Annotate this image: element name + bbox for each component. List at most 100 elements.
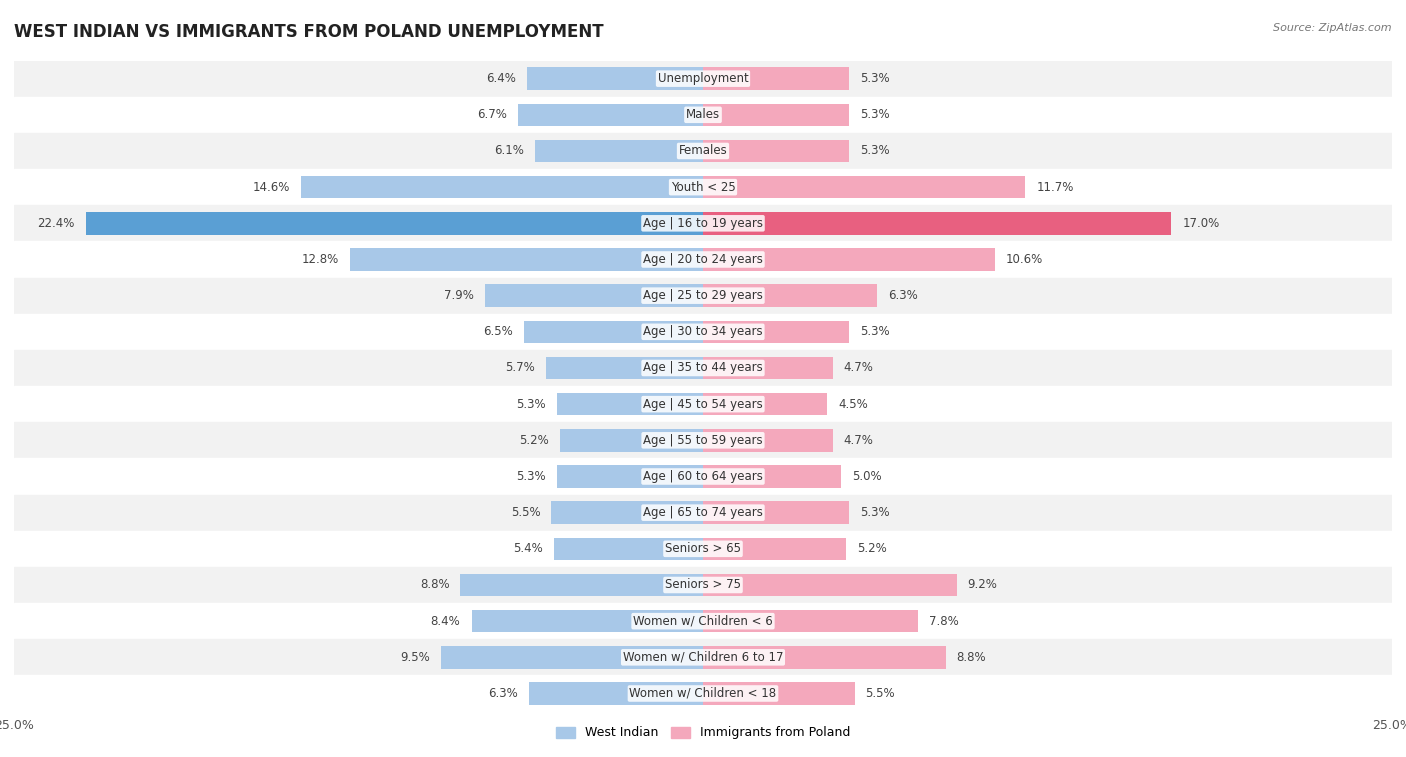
Text: 14.6%: 14.6% [252,181,290,194]
Bar [703,393,827,416]
Text: Females: Females [679,145,727,157]
Text: 4.7%: 4.7% [844,362,873,375]
Bar [14,675,1392,712]
Text: Women w/ Children 6 to 17: Women w/ Children 6 to 17 [623,651,783,664]
Text: 5.4%: 5.4% [513,542,543,556]
Bar [14,61,1392,97]
Bar [14,313,1392,350]
Bar [14,494,1392,531]
Bar [546,357,703,379]
Text: 10.6%: 10.6% [1007,253,1043,266]
Text: 12.8%: 12.8% [302,253,339,266]
Text: Unemployment: Unemployment [658,72,748,85]
Bar [703,537,846,560]
Bar [14,459,1392,494]
Bar [703,140,849,162]
Bar [703,357,832,379]
Bar [14,531,1392,567]
Text: 6.3%: 6.3% [887,289,917,302]
Bar [703,321,849,343]
Text: 7.8%: 7.8% [929,615,959,628]
Text: 22.4%: 22.4% [38,217,75,230]
Text: 17.0%: 17.0% [1182,217,1220,230]
Bar [471,610,703,632]
Bar [703,285,876,307]
Bar [14,133,1392,169]
Bar [557,393,703,416]
Text: Age | 35 to 44 years: Age | 35 to 44 years [643,362,763,375]
Bar [14,422,1392,459]
Bar [557,466,703,488]
Text: Source: ZipAtlas.com: Source: ZipAtlas.com [1274,23,1392,33]
Bar [534,140,703,162]
Text: Age | 30 to 34 years: Age | 30 to 34 years [643,326,763,338]
Bar [703,682,855,705]
Text: 5.3%: 5.3% [516,470,546,483]
Bar [703,104,849,126]
Text: 8.8%: 8.8% [956,651,986,664]
Text: Youth < 25: Youth < 25 [671,181,735,194]
Bar [14,205,1392,241]
Text: 5.3%: 5.3% [860,145,890,157]
Bar [703,466,841,488]
Text: Women w/ Children < 6: Women w/ Children < 6 [633,615,773,628]
Text: Seniors > 65: Seniors > 65 [665,542,741,556]
Text: 9.5%: 9.5% [401,651,430,664]
Bar [485,285,703,307]
Bar [554,537,703,560]
Text: 6.7%: 6.7% [478,108,508,121]
Legend: West Indian, Immigrants from Poland: West Indian, Immigrants from Poland [551,721,855,744]
Text: 6.5%: 6.5% [484,326,513,338]
Text: 11.7%: 11.7% [1036,181,1074,194]
Bar [350,248,703,271]
Bar [524,321,703,343]
Text: 6.3%: 6.3% [489,687,519,700]
Text: 5.7%: 5.7% [505,362,534,375]
Text: 5.2%: 5.2% [858,542,887,556]
Bar [14,350,1392,386]
Bar [14,278,1392,313]
Text: Age | 25 to 29 years: Age | 25 to 29 years [643,289,763,302]
Bar [703,176,1025,198]
Text: 4.5%: 4.5% [838,397,868,410]
Text: Age | 45 to 54 years: Age | 45 to 54 years [643,397,763,410]
Text: Males: Males [686,108,720,121]
Bar [703,501,849,524]
Text: 8.8%: 8.8% [420,578,450,591]
Bar [14,567,1392,603]
Bar [703,429,832,451]
Text: 5.0%: 5.0% [852,470,882,483]
Text: 9.2%: 9.2% [967,578,997,591]
Bar [14,97,1392,133]
Bar [703,248,995,271]
Text: 6.4%: 6.4% [485,72,516,85]
Text: 4.7%: 4.7% [844,434,873,447]
Bar [14,386,1392,422]
Bar [560,429,703,451]
Text: WEST INDIAN VS IMMIGRANTS FROM POLAND UNEMPLOYMENT: WEST INDIAN VS IMMIGRANTS FROM POLAND UN… [14,23,603,41]
Text: Seniors > 75: Seniors > 75 [665,578,741,591]
Bar [703,67,849,90]
Text: Age | 65 to 74 years: Age | 65 to 74 years [643,506,763,519]
Bar [441,646,703,668]
Text: 5.2%: 5.2% [519,434,548,447]
Text: 5.5%: 5.5% [510,506,540,519]
Bar [703,646,945,668]
Bar [527,67,703,90]
Text: 5.5%: 5.5% [866,687,896,700]
Bar [14,639,1392,675]
Bar [14,241,1392,278]
Text: 5.3%: 5.3% [860,72,890,85]
Bar [14,169,1392,205]
Text: 5.3%: 5.3% [860,506,890,519]
Bar [301,176,703,198]
Bar [14,603,1392,639]
Text: 8.4%: 8.4% [430,615,461,628]
Bar [551,501,703,524]
Bar [461,574,703,597]
Bar [86,212,703,235]
Text: Women w/ Children < 18: Women w/ Children < 18 [630,687,776,700]
Text: 7.9%: 7.9% [444,289,474,302]
Text: Age | 16 to 19 years: Age | 16 to 19 years [643,217,763,230]
Bar [703,574,956,597]
